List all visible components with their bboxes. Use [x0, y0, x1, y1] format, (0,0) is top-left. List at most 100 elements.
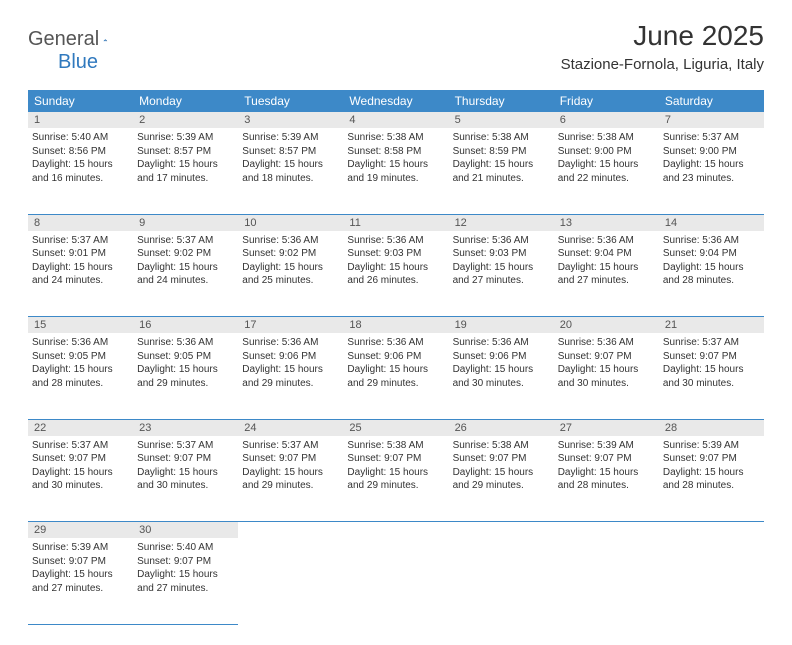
day-cell: Sunrise: 5:36 AMSunset: 9:06 PMDaylight:… [449, 333, 554, 419]
day-number: 5 [449, 112, 554, 128]
day-number [343, 522, 448, 539]
weekday-header: Thursday [449, 90, 554, 112]
day-cell: Sunrise: 5:38 AMSunset: 9:00 PMDaylight:… [554, 128, 659, 214]
sunset-line: Sunset: 9:05 PM [32, 350, 129, 364]
daylight-line: Daylight: 15 hours and 21 minutes. [453, 158, 550, 185]
day-number: 28 [659, 419, 764, 436]
day-number: 3 [238, 112, 343, 128]
day-cell: Sunrise: 5:39 AMSunset: 8:57 PMDaylight:… [133, 128, 238, 214]
weekday-header: Monday [133, 90, 238, 112]
sunrise-line: Sunrise: 5:37 AM [137, 439, 234, 453]
day-number: 7 [659, 112, 764, 128]
sunrise-line: Sunrise: 5:36 AM [137, 336, 234, 350]
day-number: 2 [133, 112, 238, 128]
day-number-row: 2930 [28, 522, 764, 539]
day-cell: Sunrise: 5:39 AMSunset: 9:07 PMDaylight:… [554, 436, 659, 522]
day-number: 14 [659, 214, 764, 231]
day-cell: Sunrise: 5:38 AMSunset: 9:07 PMDaylight:… [449, 436, 554, 522]
sunrise-line: Sunrise: 5:37 AM [663, 336, 760, 350]
logo: General [28, 20, 129, 51]
sunrise-line: Sunrise: 5:36 AM [242, 234, 339, 248]
sunrise-line: Sunrise: 5:39 AM [32, 541, 129, 555]
sunrise-line: Sunrise: 5:36 AM [453, 336, 550, 350]
day-number: 1 [28, 112, 133, 128]
sunset-line: Sunset: 9:07 PM [32, 452, 129, 466]
sunrise-line: Sunrise: 5:36 AM [242, 336, 339, 350]
day-number: 9 [133, 214, 238, 231]
daylight-line: Daylight: 15 hours and 18 minutes. [242, 158, 339, 185]
day-number: 25 [343, 419, 448, 436]
daylight-line: Daylight: 15 hours and 23 minutes. [663, 158, 760, 185]
day-number: 17 [238, 317, 343, 334]
sunset-line: Sunset: 9:06 PM [242, 350, 339, 364]
day-number [449, 522, 554, 539]
sunset-line: Sunset: 8:57 PM [137, 145, 234, 159]
day-cell: Sunrise: 5:37 AMSunset: 9:01 PMDaylight:… [28, 231, 133, 317]
daylight-line: Daylight: 15 hours and 30 minutes. [32, 466, 129, 493]
sunset-line: Sunset: 9:07 PM [137, 555, 234, 569]
day-number: 23 [133, 419, 238, 436]
daylight-line: Daylight: 15 hours and 29 minutes. [453, 466, 550, 493]
sunrise-line: Sunrise: 5:38 AM [347, 439, 444, 453]
day-cell [343, 538, 448, 624]
day-cell: Sunrise: 5:39 AMSunset: 9:07 PMDaylight:… [28, 538, 133, 624]
day-number: 11 [343, 214, 448, 231]
daylight-line: Daylight: 15 hours and 30 minutes. [663, 363, 760, 390]
daylight-line: Daylight: 15 hours and 28 minutes. [663, 466, 760, 493]
weekday-header: Sunday [28, 90, 133, 112]
day-number: 10 [238, 214, 343, 231]
sunset-line: Sunset: 8:59 PM [453, 145, 550, 159]
logo-text-blue: Blue [58, 51, 98, 73]
sunset-line: Sunset: 9:07 PM [558, 350, 655, 364]
daylight-line: Daylight: 15 hours and 29 minutes. [347, 466, 444, 493]
day-cell: Sunrise: 5:36 AMSunset: 9:05 PMDaylight:… [133, 333, 238, 419]
title-block: June 2025 Stazione-Fornola, Liguria, Ita… [561, 20, 764, 73]
daylight-line: Daylight: 15 hours and 29 minutes. [347, 363, 444, 390]
sunrise-line: Sunrise: 5:38 AM [558, 131, 655, 145]
sunset-line: Sunset: 9:07 PM [242, 452, 339, 466]
sunrise-line: Sunrise: 5:39 AM [558, 439, 655, 453]
day-number: 4 [343, 112, 448, 128]
sunrise-line: Sunrise: 5:39 AM [137, 131, 234, 145]
daylight-line: Daylight: 15 hours and 30 minutes. [137, 466, 234, 493]
weekday-header: Tuesday [238, 90, 343, 112]
sunset-line: Sunset: 9:01 PM [32, 247, 129, 261]
daylight-line: Daylight: 15 hours and 28 minutes. [32, 363, 129, 390]
day-cell: Sunrise: 5:37 AMSunset: 9:07 PMDaylight:… [133, 436, 238, 522]
day-number: 15 [28, 317, 133, 334]
day-cell: Sunrise: 5:37 AMSunset: 9:07 PMDaylight:… [659, 333, 764, 419]
weekday-header-row: SundayMondayTuesdayWednesdayThursdayFrid… [28, 90, 764, 112]
daylight-line: Daylight: 15 hours and 29 minutes. [242, 466, 339, 493]
sunset-line: Sunset: 9:03 PM [347, 247, 444, 261]
day-number: 12 [449, 214, 554, 231]
daylight-line: Daylight: 15 hours and 27 minutes. [137, 568, 234, 595]
day-number: 27 [554, 419, 659, 436]
sunset-line: Sunset: 9:07 PM [137, 452, 234, 466]
day-number: 29 [28, 522, 133, 539]
day-cell: Sunrise: 5:38 AMSunset: 9:07 PMDaylight:… [343, 436, 448, 522]
day-cell: Sunrise: 5:36 AMSunset: 9:06 PMDaylight:… [343, 333, 448, 419]
sunrise-line: Sunrise: 5:37 AM [32, 234, 129, 248]
daylight-line: Daylight: 15 hours and 27 minutes. [32, 568, 129, 595]
daylight-line: Daylight: 15 hours and 24 minutes. [137, 261, 234, 288]
day-cell: Sunrise: 5:38 AMSunset: 8:58 PMDaylight:… [343, 128, 448, 214]
sunset-line: Sunset: 9:04 PM [663, 247, 760, 261]
sunrise-line: Sunrise: 5:38 AM [453, 439, 550, 453]
day-cell: Sunrise: 5:36 AMSunset: 9:05 PMDaylight:… [28, 333, 133, 419]
daylight-line: Daylight: 15 hours and 27 minutes. [453, 261, 550, 288]
day-cell: Sunrise: 5:37 AMSunset: 9:07 PMDaylight:… [238, 436, 343, 522]
sunrise-line: Sunrise: 5:37 AM [242, 439, 339, 453]
daylight-line: Daylight: 15 hours and 28 minutes. [558, 466, 655, 493]
sunset-line: Sunset: 9:03 PM [453, 247, 550, 261]
sunset-line: Sunset: 9:06 PM [453, 350, 550, 364]
day-cell: Sunrise: 5:40 AMSunset: 8:56 PMDaylight:… [28, 128, 133, 214]
sunrise-line: Sunrise: 5:36 AM [453, 234, 550, 248]
sunrise-line: Sunrise: 5:36 AM [347, 234, 444, 248]
day-number-row: 22232425262728 [28, 419, 764, 436]
sunrise-line: Sunrise: 5:38 AM [347, 131, 444, 145]
daylight-line: Daylight: 15 hours and 24 minutes. [32, 261, 129, 288]
day-cell: Sunrise: 5:37 AMSunset: 9:00 PMDaylight:… [659, 128, 764, 214]
daylight-line: Daylight: 15 hours and 26 minutes. [347, 261, 444, 288]
weekday-header: Friday [554, 90, 659, 112]
day-cell: Sunrise: 5:36 AMSunset: 9:06 PMDaylight:… [238, 333, 343, 419]
